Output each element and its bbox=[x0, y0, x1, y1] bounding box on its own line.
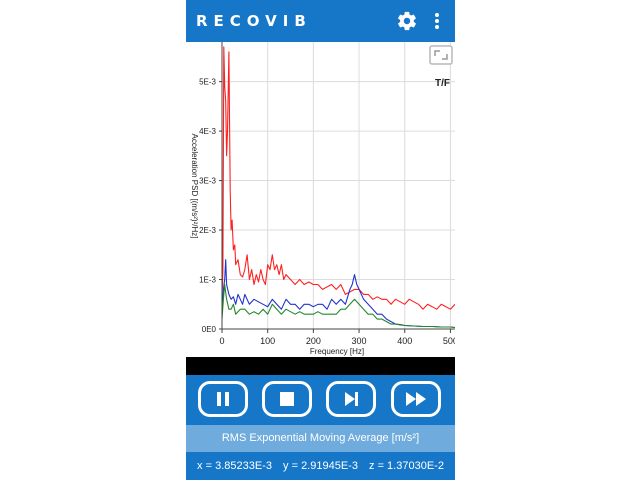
x-tick-label: 200 bbox=[306, 336, 321, 346]
pause-icon bbox=[217, 392, 229, 406]
y-tick-label: 5E-3 bbox=[199, 78, 216, 87]
player-controls bbox=[186, 375, 455, 425]
fullscreen-icon bbox=[434, 50, 448, 60]
series-layer bbox=[221, 46, 455, 329]
y-axis-label: Acceleration PSD [(m/s²)²/Hz] bbox=[190, 134, 199, 239]
psd-chart-svg: 01002003004005000E01E-32E-33E-34E-35E-3 … bbox=[190, 42, 455, 356]
pause-button[interactable] bbox=[198, 381, 248, 417]
x-tick-label: 300 bbox=[352, 336, 367, 346]
series-line-2 bbox=[221, 259, 455, 329]
x-value: x = 3.85233E-3 bbox=[197, 460, 272, 472]
rms-label: RMS Exponential Moving Average [m/s²] bbox=[186, 425, 455, 452]
divider-bar bbox=[186, 357, 455, 375]
x-tick-label: 500 bbox=[443, 336, 455, 346]
series-line-3 bbox=[221, 283, 455, 329]
y-tick-label: 2E-3 bbox=[199, 226, 216, 235]
x-tick-label: 100 bbox=[260, 336, 275, 346]
app-logo: RECOVIB bbox=[196, 12, 312, 30]
app-screen: RECOVIB 0 100 200 300 400 500 0E0 1E-3 2E-3 3E-3 4… bbox=[186, 0, 455, 480]
axes bbox=[219, 42, 455, 333]
app-bar: RECOVIB bbox=[186, 0, 455, 42]
y-tick-label: 1E-3 bbox=[199, 276, 216, 285]
skip-next-button[interactable] bbox=[326, 381, 376, 417]
x-axis-label: Frequency [Hz] bbox=[310, 347, 364, 356]
tick-labels: 0 100 200 300 400 500 0E0 1E-3 2E-3 3E-3 4E-3 5E-3 bbox=[199, 78, 455, 346]
gear-icon bbox=[398, 11, 416, 31]
series-line-1 bbox=[221, 46, 455, 310]
fast-forward-button[interactable] bbox=[391, 381, 441, 417]
y-tick-label: 0E0 bbox=[202, 325, 217, 334]
stop-button[interactable] bbox=[262, 381, 312, 417]
skip-next-icon bbox=[345, 392, 358, 406]
y-tick-label: 4E-3 bbox=[199, 127, 216, 136]
grid bbox=[221, 42, 455, 330]
settings-button[interactable] bbox=[396, 10, 418, 32]
y-value: y = 2.91945E-3 bbox=[283, 460, 358, 472]
x-tick-label: 0 bbox=[219, 336, 224, 346]
fast-forward-icon bbox=[406, 392, 426, 406]
z-value: z = 1.37030E-2 bbox=[369, 460, 444, 472]
time-frequency-toggle[interactable]: T/F bbox=[435, 78, 450, 89]
stop-icon bbox=[280, 392, 294, 406]
more-options-button[interactable] bbox=[430, 10, 444, 32]
y-tick-label: 3E-3 bbox=[199, 177, 216, 186]
more-vert-icon bbox=[435, 13, 439, 29]
rms-values: x = 3.85233E-3 y = 2.91945E-3 z = 1.3703… bbox=[186, 452, 455, 480]
psd-chart[interactable]: 01002003004005000E01E-32E-33E-34E-35E-3 … bbox=[186, 42, 455, 357]
plot-area bbox=[222, 42, 455, 329]
fullscreen-button[interactable] bbox=[429, 45, 453, 65]
x-tick-label: 400 bbox=[397, 336, 412, 346]
